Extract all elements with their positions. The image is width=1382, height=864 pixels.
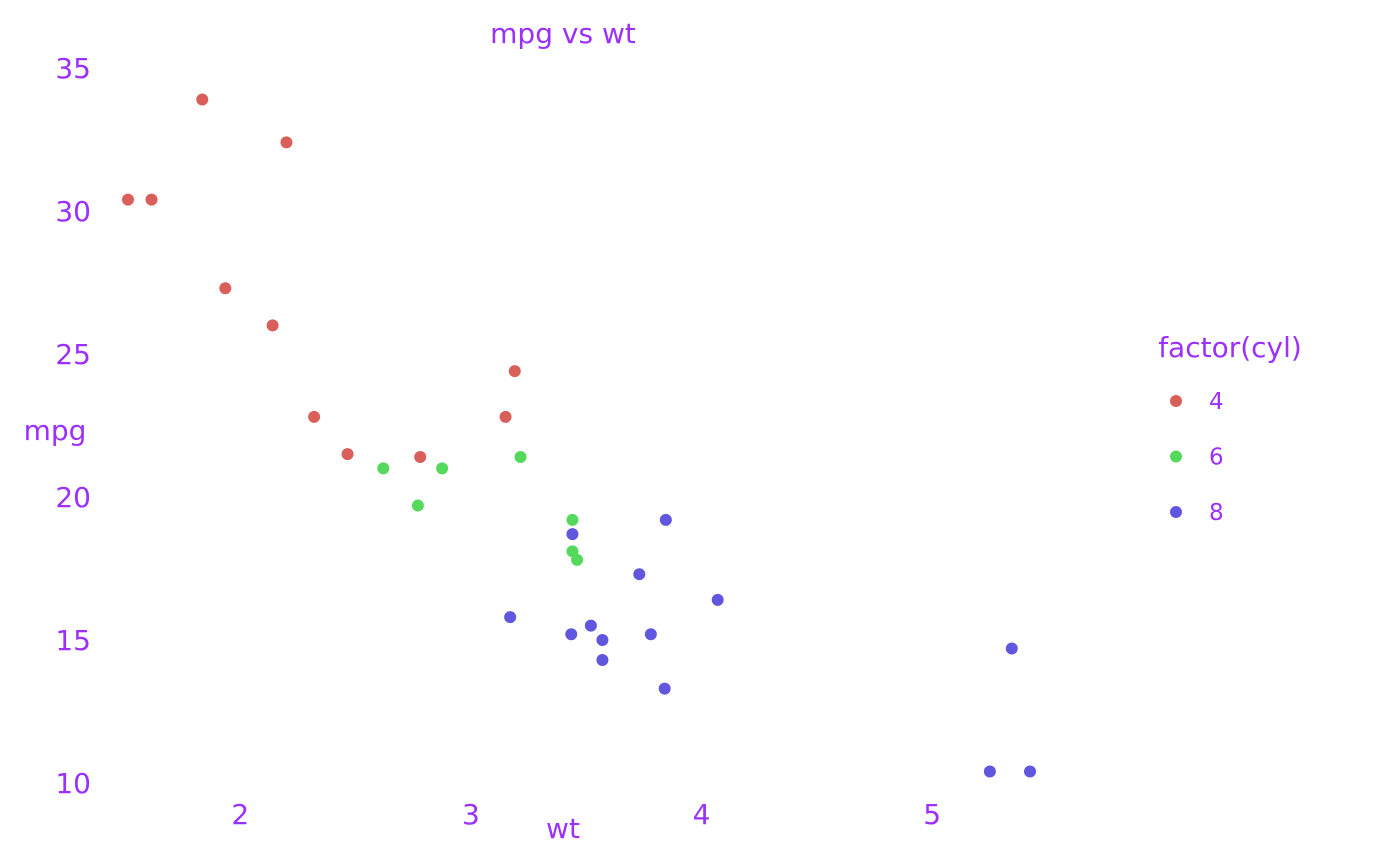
data-point-cyl-6 [411, 499, 424, 512]
x-tick-label: 4 [693, 798, 711, 831]
chart-title: mpg vs wt [490, 17, 636, 50]
data-point-cyl-4 [219, 282, 232, 295]
data-point-cyl-4 [196, 93, 209, 106]
data-point-cyl-8 [596, 653, 609, 666]
x-tick-label: 2 [231, 798, 249, 831]
data-point-cyl-6 [566, 513, 579, 526]
data-point-cyl-4 [414, 450, 427, 463]
data-point-cyl-6 [571, 553, 584, 566]
data-point-cyl-8 [658, 682, 671, 695]
data-point-cyl-4 [508, 365, 521, 378]
y-tick-label: 25 [55, 338, 91, 371]
data-point-cyl-6 [514, 450, 527, 463]
data-point-cyl-4 [145, 193, 158, 206]
y-axis-ticks: 10 15 20 25 30 35 [55, 52, 91, 800]
y-tick-label: 35 [55, 52, 91, 85]
x-axis-ticks: 2 3 4 5 [231, 798, 941, 831]
legend-key-8 [1170, 506, 1182, 518]
legend: factor(cyl) 4 6 8 [1158, 331, 1302, 526]
data-point-cyl-4 [308, 410, 321, 423]
data-point-cyl-8 [659, 513, 672, 526]
data-point-cyl-8 [1005, 642, 1018, 655]
legend-label-6: 6 [1209, 445, 1224, 471]
data-point-cyl-4 [499, 410, 512, 423]
data-point-cyl-8 [565, 628, 578, 641]
legend-label-8: 8 [1209, 500, 1224, 526]
data-point-cyl-8 [566, 528, 579, 541]
data-point-cyl-8 [596, 633, 609, 646]
legend-key-6 [1170, 450, 1182, 463]
legend-title: factor(cyl) [1158, 331, 1302, 364]
data-point-cyl-8 [584, 619, 597, 632]
data-point-cyl-8 [983, 765, 996, 778]
data-point-cyl-8 [644, 628, 657, 641]
data-point-cyl-8 [504, 611, 517, 624]
y-axis-label: mpg [24, 414, 87, 447]
x-tick-label: 5 [923, 798, 941, 831]
data-point-cyl-6 [377, 462, 390, 475]
y-tick-label: 20 [55, 481, 91, 514]
data-point-cyl-4 [266, 319, 279, 332]
data-point-cyl-4 [122, 193, 134, 206]
data-point-cyl-8 [1024, 765, 1036, 778]
y-tick-label: 15 [55, 624, 91, 657]
x-tick-label: 3 [462, 798, 480, 831]
data-point-cyl-4 [341, 448, 354, 461]
data-point-cyl-6 [436, 462, 449, 475]
y-tick-label: 30 [55, 195, 91, 228]
data-point-cyl-8 [711, 593, 724, 606]
data-points [122, 93, 1036, 778]
data-point-cyl-4 [280, 136, 293, 149]
legend-label-4: 4 [1209, 389, 1224, 415]
data-point-cyl-8 [633, 568, 646, 581]
x-axis-label: wt [546, 812, 580, 845]
legend-key-4 [1170, 395, 1182, 407]
y-tick-label: 10 [55, 767, 91, 800]
